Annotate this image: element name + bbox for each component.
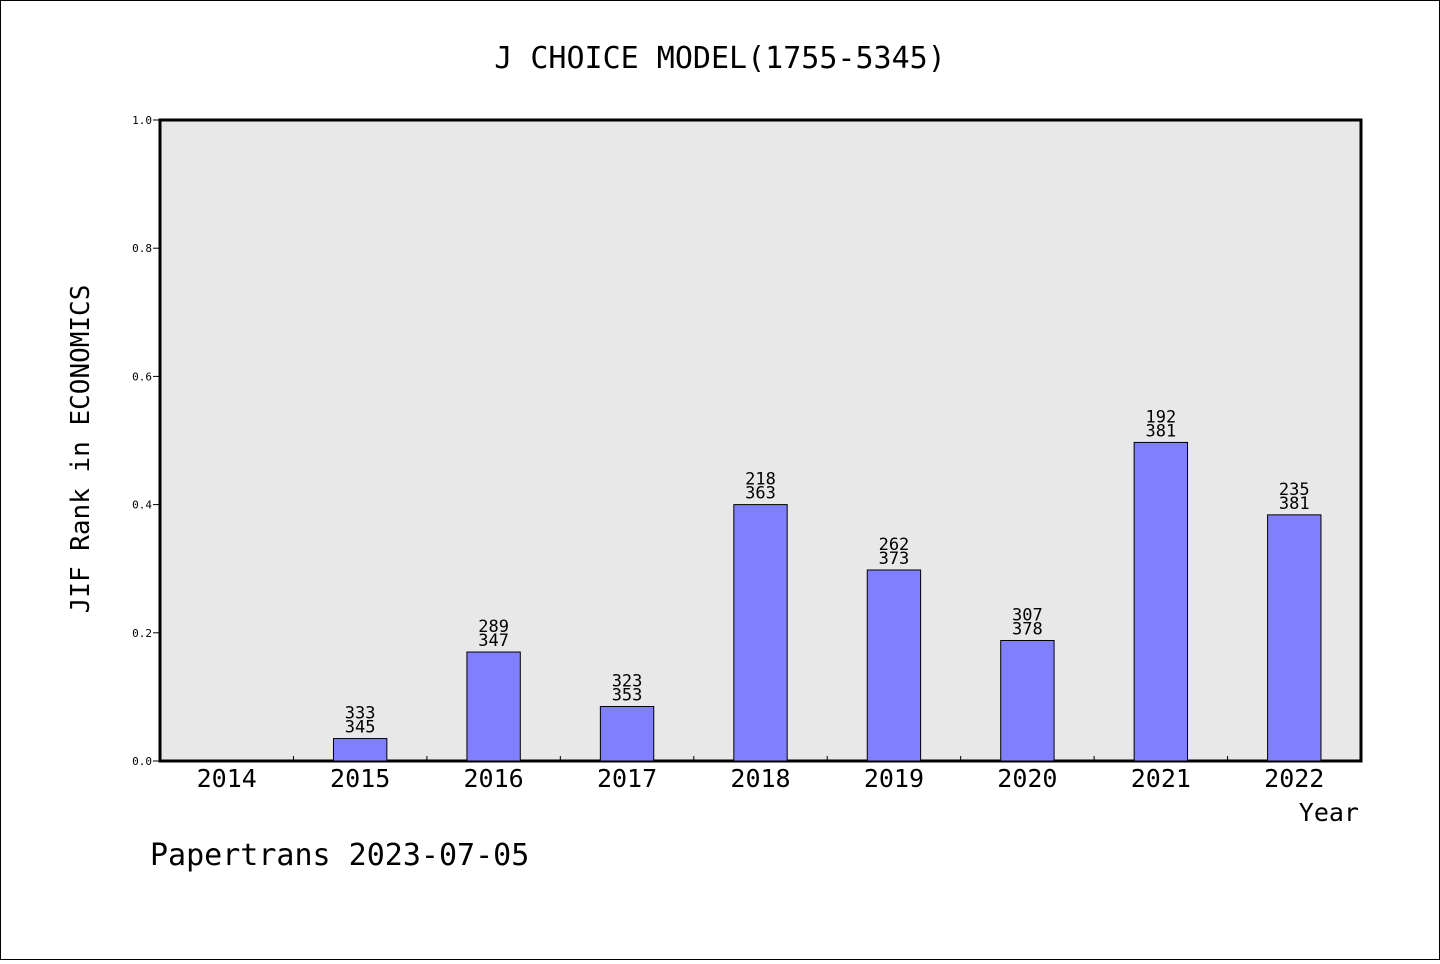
bar-rank-label: 192 [1145,407,1176,427]
bar-total-label: 345 [345,718,376,738]
x-tick-label: 2021 [1131,764,1191,793]
y-tick-label: 0.0 [132,755,152,768]
bar [733,504,788,762]
y-tick-label: 0.2 [132,627,152,640]
y-tick-label: 1.0 [132,114,152,127]
y-axis-label: JIF Rank in ECONOMICS [66,285,96,614]
bar-total-label: 363 [745,484,776,504]
bar-rank-label: 323 [612,672,643,692]
bar-total-label: 381 [1145,421,1176,441]
bar-rank-label: 289 [478,617,509,637]
bar-rank-label: 262 [879,535,910,555]
y-tick-label: 0.8 [132,242,152,255]
y-axis: 0.0 0.2 0.4 0.6 0.8 1.0 [132,114,160,768]
x-tick-label: 2020 [997,764,1057,793]
footer-credit: Papertrans 2023-07-05 [150,838,529,873]
bar-labels: 3333452893473233532183632623733073781923… [345,407,1310,737]
bar-total-label: 381 [1279,494,1310,514]
bar-rank-label: 307 [1012,605,1043,625]
bar-rank-label: 235 [1279,480,1310,500]
x-tick-label: 2019 [864,764,924,793]
y-tick-label: 0.6 [132,370,152,383]
bar [332,738,388,762]
x-tick-label: 2016 [464,764,524,793]
x-tick-label: 2022 [1264,764,1324,793]
bar-total-label: 378 [1012,619,1043,639]
bar [1133,441,1189,762]
bar [1267,514,1322,762]
bar-total-label: 353 [612,686,643,706]
bar-total-label: 373 [879,549,910,569]
bar-total-label: 347 [478,631,509,651]
x-axis-label: Year [1299,798,1359,827]
x-axis: 2014 2015 2016 2017 2018 2019 2020 2021 2022 [197,756,1324,793]
x-tick-label: 2015 [330,764,390,793]
bar [866,569,922,762]
x-tick-label: 2018 [730,764,790,793]
chart-title: J CHOICE MODEL(1755-5345) [494,41,946,76]
x-tick-label: 2014 [197,764,257,793]
bar-rank-label: 218 [745,470,776,490]
bar-rank-label: 333 [345,704,376,724]
bar-series [332,441,1322,762]
y-tick-label: 0.4 [132,499,152,512]
bar [466,651,521,762]
bar [599,706,655,762]
bar [1000,639,1055,762]
x-tick-label: 2017 [597,764,657,793]
